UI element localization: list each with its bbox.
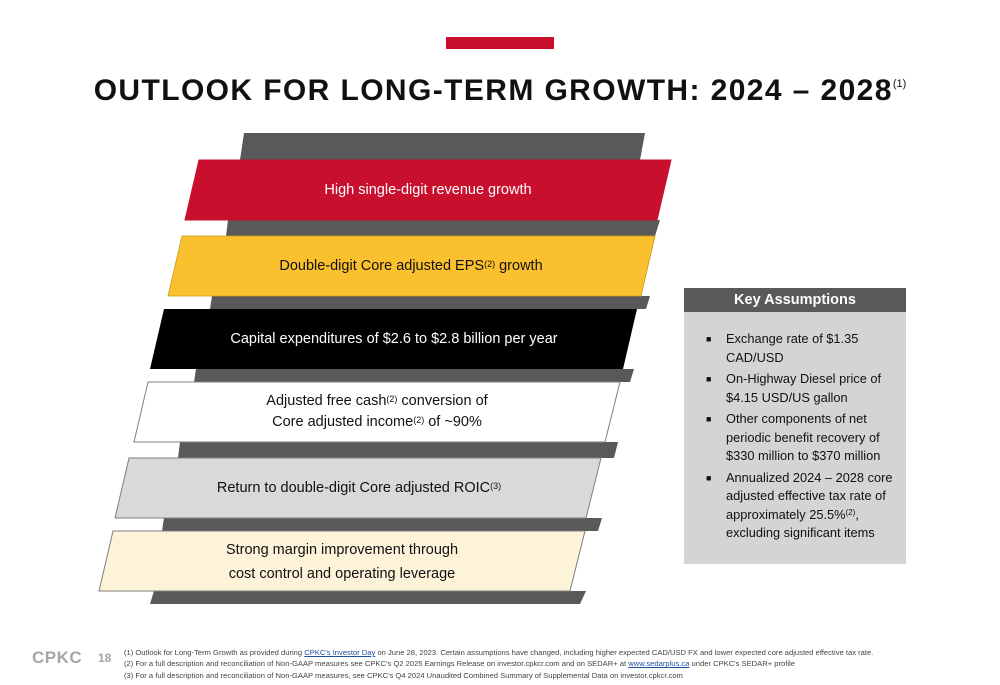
key-assumptions-header: Key Assumptions	[684, 288, 906, 312]
cpkc-logo: CPKC	[32, 648, 83, 667]
band-revenue: High single-digit revenue growth	[190, 160, 666, 220]
back-layer-1	[240, 133, 645, 160]
square-bullet-icon: ■	[706, 374, 712, 384]
back-layer-6	[162, 518, 602, 531]
square-bullet-icon: ■	[706, 334, 712, 344]
band-capex: Capital expenditures of $2.6 to $2.8 bil…	[156, 309, 632, 369]
back-layer-4	[194, 369, 634, 382]
footnote-1-text-b: on June 28, 2023. Certain assumptions ha…	[375, 648, 874, 657]
key-assumption-footnote-ref: (2)	[845, 507, 856, 517]
back-layer-7	[150, 591, 586, 604]
band-margin-label-2: cost control and operating leverage	[228, 566, 456, 582]
footnote-3-text: (3) For a full description and reconcili…	[124, 670, 683, 680]
key-assumption-text: Exchange rate of $1.35 CAD/USD	[726, 331, 859, 365]
page-title-text: OUTLOOK FOR LONG-TERM GROWTH: 2024 – 202…	[93, 74, 893, 107]
footnote-3: (3) For a full description and reconcili…	[124, 670, 984, 681]
page-title-footnote-ref: (1)	[892, 78, 907, 90]
band-fcf-footnote-ref-2: (2)	[413, 415, 425, 425]
key-assumption-text: Annualized 2024 – 2028 core adjusted eff…	[726, 469, 893, 522]
band-eps-label: Double-digit Core adjusted EPS	[279, 257, 485, 274]
band-roic-label: Return to double-digit Core adjusted ROI…	[216, 479, 491, 496]
band-capex-label: Capital expenditures of $2.6 to $2.8 bil…	[230, 330, 558, 347]
key-assumption-item: ■ Exchange rate of $1.35 CAD/USD	[700, 330, 896, 367]
key-assumption-text: Other components of net periodic benefit…	[726, 411, 881, 463]
band-roic-footnote-ref: (3)	[490, 480, 502, 491]
footnote-2-text-a: (2) For a full description and reconcili…	[124, 659, 629, 669]
band-eps: Double-digit Core adjusted EPS(2) growth	[173, 236, 649, 296]
key-assumption-text: On-Highway Diesel price of $4.15 USD/US …	[726, 371, 882, 405]
sedarplus-link[interactable]: www.sedarplus.ca	[628, 659, 690, 669]
key-assumption-item: ■ On-Highway Diesel price of $4.15 USD/US…	[700, 370, 896, 407]
page-title: OUTLOOK FOR LONG-TERM GROWTH: 2024 – 202…	[0, 74, 1000, 108]
investor-day-link[interactable]: CPKC's Investor Day	[304, 648, 376, 657]
band-fcf: Adjusted free cash(2) conversion of Core…	[139, 382, 615, 442]
back-layer-2	[226, 220, 660, 236]
band-fcf-shape	[133, 381, 621, 443]
square-bullet-icon: ■	[706, 472, 712, 483]
band-fcf-label-1a: Adjusted free cash	[266, 393, 387, 409]
footnote-1-text-a: (1) Outlook for Long-Term Growth as prov…	[124, 648, 305, 657]
title-accent-bar	[446, 37, 554, 49]
band-capex-shape	[150, 309, 637, 369]
band-revenue-label: High single-digit revenue growth	[324, 181, 532, 198]
key-assumptions-list: ■ Exchange rate of $1.35 CAD/USD ■ On-High…	[700, 330, 896, 546]
footnote-2-text-b: under CPKC's SEDAR+ profile	[689, 659, 795, 669]
band-eps-footnote-ref: (2)	[484, 258, 496, 269]
key-assumption-text-suffix: , excluding significant items	[726, 506, 875, 541]
band-roic-shape	[114, 457, 602, 519]
back-layer-3	[210, 296, 650, 309]
band-eps-label-suffix: growth	[495, 257, 543, 274]
footnotes: (1) Outlook for Long-Term Growth as prov…	[124, 647, 984, 681]
band-fcf-label-2a: Core adjusted income	[272, 414, 414, 430]
key-assumptions-panel: Key Assumptions ■ Exchange rate of $1.35 …	[684, 288, 906, 564]
footnote-2: (2) For a full description and reconcili…	[124, 658, 984, 669]
key-assumption-item: ■ Annualized 2024 – 2028 core adjusted ef…	[700, 469, 896, 543]
band-fcf-label-1b: conversion of	[397, 393, 488, 409]
band-margin: Strong margin improvement through cost c…	[104, 531, 580, 593]
band-roic: Return to double-digit Core adjusted ROI…	[121, 458, 597, 518]
page-number: 18	[98, 651, 112, 665]
band-revenue-shape	[184, 159, 672, 221]
band-margin-shape	[98, 530, 586, 592]
band-fcf-label-2b: of ~90%	[424, 414, 482, 430]
back-layer-5	[178, 442, 618, 458]
band-margin-label-1: Strong margin improvement through	[225, 542, 459, 558]
band-fcf-footnote-ref-1: (2)	[386, 394, 398, 404]
key-assumption-item: ■ Other components of net periodic benefi…	[700, 410, 896, 466]
square-bullet-icon: ■	[706, 414, 712, 424]
footnote-1: (1) Outlook for Long-Term Growth as prov…	[124, 647, 984, 658]
band-eps-shape	[167, 235, 656, 297]
